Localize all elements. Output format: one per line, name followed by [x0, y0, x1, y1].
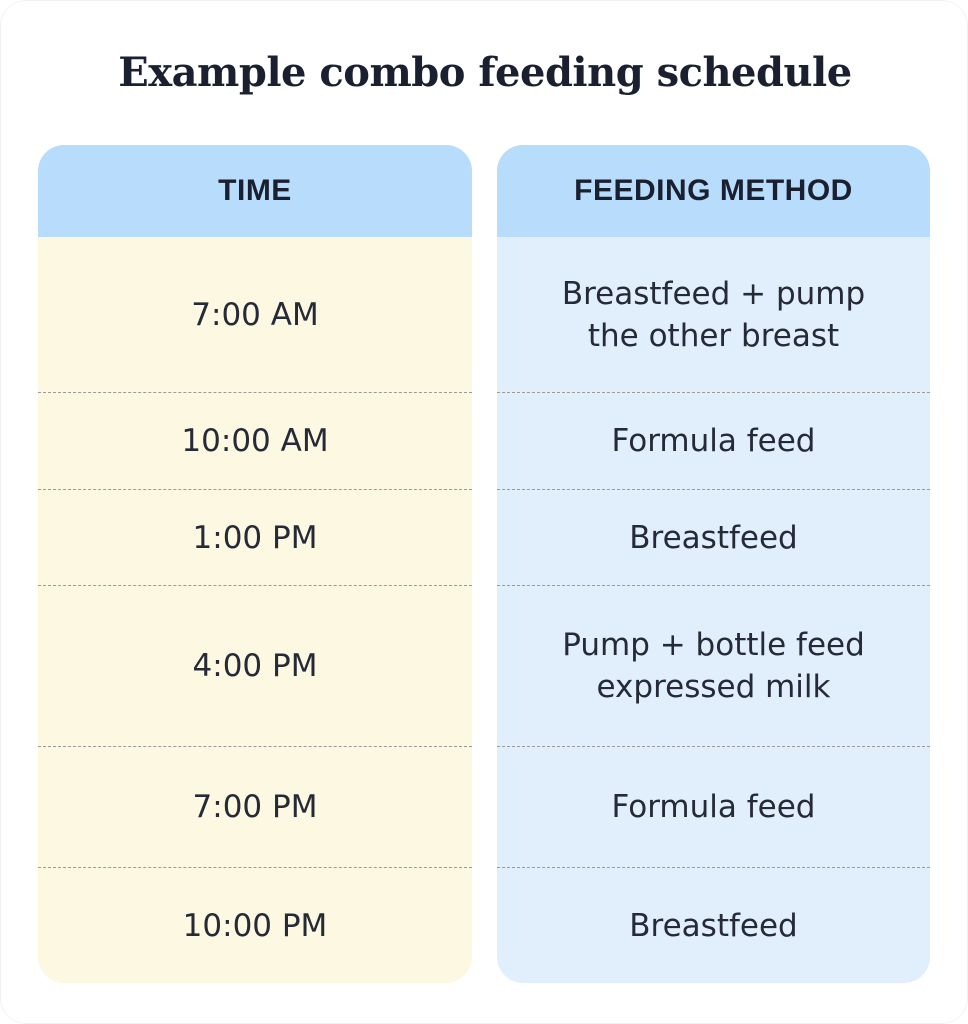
- feeding-method-cell: Breastfeed: [629, 907, 798, 944]
- time-cell: 1:00 PM: [38, 490, 472, 586]
- time-cell: 7:00 AM: [38, 237, 472, 393]
- feeding-method-header: FEEDING METHOD: [497, 145, 930, 237]
- feeding-method-cell: Formula feed: [497, 393, 930, 490]
- time-cell: 7:00 PM: [38, 747, 472, 868]
- time-column: TIME 7:00 AM 10:00 AM 1:00 PM 4:00 PM 7:…: [38, 145, 472, 983]
- page-title: Example combo feeding schedule: [118, 49, 852, 96]
- time-cell: 10:00 AM: [38, 393, 472, 490]
- feeding-method-cell: Formula feed: [497, 747, 930, 868]
- time-cell: 4:00 PM: [38, 586, 472, 747]
- time-cell: 10:00 PM: [182, 907, 328, 944]
- feeding-method-cell: Breastfeed: [497, 490, 930, 586]
- feeding-method-cell: Breastfeed + pump the other breast: [497, 237, 930, 393]
- feeding-method-cell: Pump + bottle feed expressed milk: [497, 586, 930, 747]
- time-header: TIME: [38, 145, 472, 237]
- feeding-method-column: FEEDING METHOD Breastfeed + pump the oth…: [497, 145, 930, 983]
